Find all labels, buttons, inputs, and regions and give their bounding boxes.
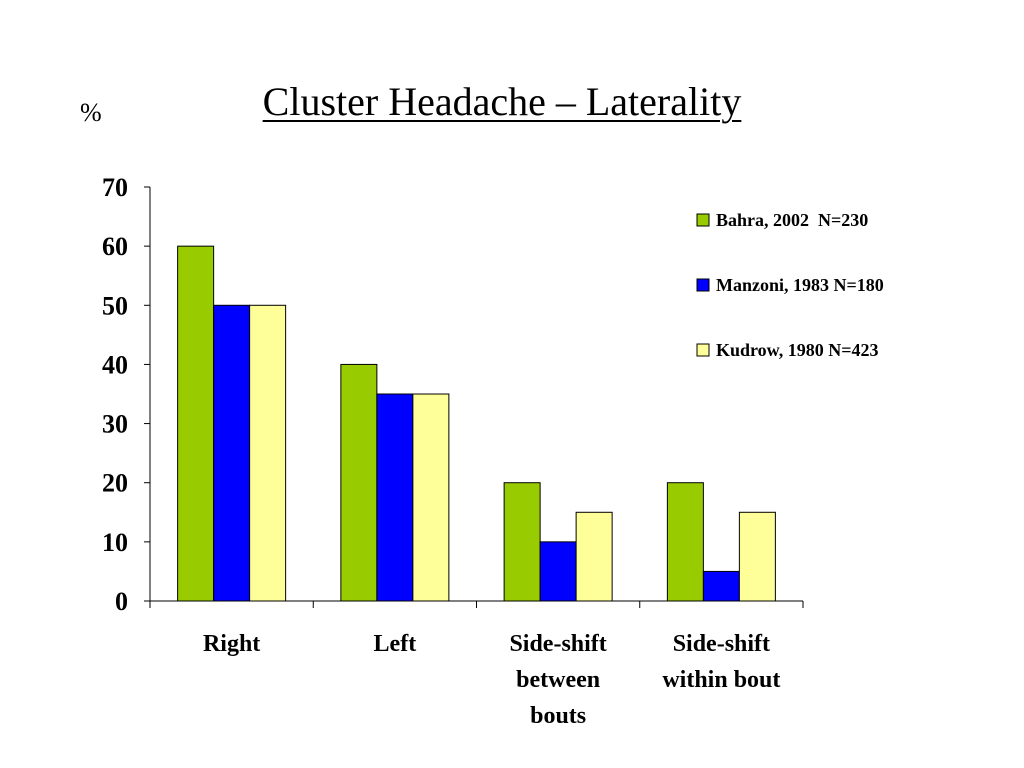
bar-series-3-1 xyxy=(412,393,450,602)
y-tick-label: 10 xyxy=(102,528,128,557)
legend-swatch xyxy=(696,343,710,357)
x-category-label: Left xyxy=(374,631,417,657)
x-category-label: between xyxy=(516,667,600,693)
bar-series-2-3 xyxy=(702,570,740,602)
chart-title: Cluster Headache – Laterality xyxy=(262,79,742,124)
bar-series-1-1 xyxy=(340,363,378,602)
x-category-label: Side-shift xyxy=(673,631,770,657)
bar-series-3-3 xyxy=(738,511,776,602)
y-axis-unit-label: % xyxy=(80,98,102,127)
y-tick-label: 30 xyxy=(102,410,128,439)
y-tick-label: 20 xyxy=(102,469,128,498)
bar-series-2-0 xyxy=(213,304,251,602)
bar-series-1-2 xyxy=(503,482,541,602)
y-tick-label: 50 xyxy=(102,291,128,320)
legend-label: Kudrow, 1980 N=423 xyxy=(716,340,878,360)
y-tick-label: 40 xyxy=(102,350,128,379)
x-category-label: within bout xyxy=(662,667,780,693)
bar-series-3-2 xyxy=(575,511,613,602)
y-tick-label: 70 xyxy=(102,173,128,202)
y-tick-label: 0 xyxy=(115,587,128,616)
legend-label: Manzoni, 1983 N=180 xyxy=(716,275,884,295)
legend-swatch xyxy=(696,278,710,292)
legend-swatch xyxy=(696,213,710,227)
bar-series-2-1 xyxy=(376,393,414,602)
x-category-label: bouts xyxy=(530,703,586,729)
legend-label: Bahra, 2002 N=230 xyxy=(716,210,868,230)
bar-series-1-0 xyxy=(177,245,215,602)
bar-series-3-0 xyxy=(249,304,287,602)
y-tick-label: 60 xyxy=(102,232,128,261)
bar-series-1-3 xyxy=(666,482,704,602)
x-category-label: Right xyxy=(203,631,260,657)
bar-series-2-2 xyxy=(539,541,577,602)
x-category-label: Side-shift xyxy=(509,631,606,657)
